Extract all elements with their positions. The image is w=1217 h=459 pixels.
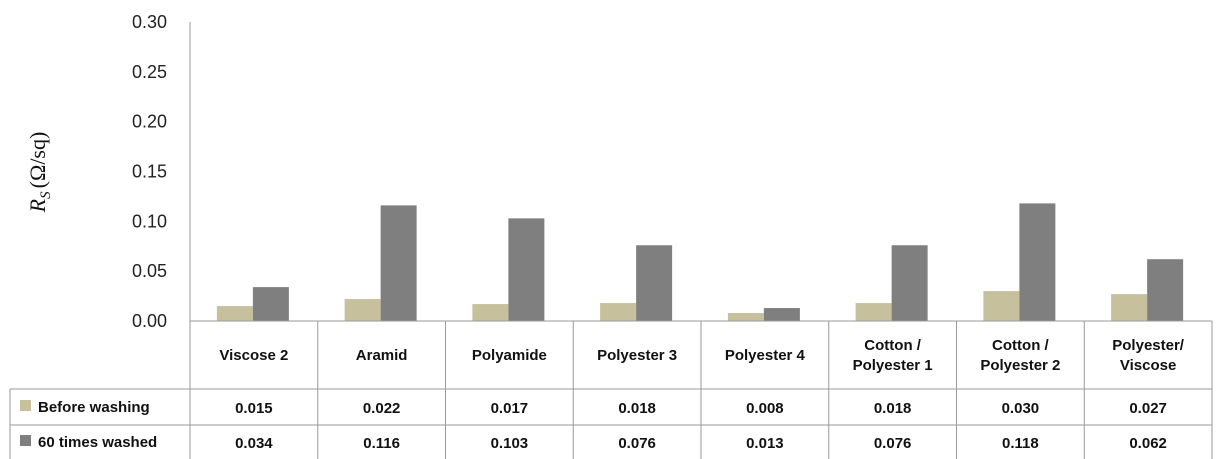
data-value-label: 0.013 (746, 435, 784, 452)
data-value-label: 0.022 (363, 400, 401, 417)
bar-before-washing (727, 313, 764, 321)
y-axis: 0.00 0.05 0.10 0.15 0.20 0.25 0.30 (132, 12, 191, 459)
category-label: Aramid (356, 347, 408, 364)
legend-swatch (20, 435, 31, 446)
category-label: Viscose 2 (219, 347, 288, 364)
bar-before-washing (344, 299, 381, 321)
category-label: Polyester/Viscose (1112, 337, 1185, 374)
category-label-line: Polyester 2 (980, 357, 1060, 374)
bar-sixty-times-washed (508, 218, 545, 321)
data-value-label: 0.034 (235, 435, 273, 452)
data-value-label: 0.017 (491, 400, 529, 417)
category-label-line: Cotton / (992, 337, 1049, 354)
y-axis-label: RS (Ω/sq) (25, 132, 54, 214)
y-axis-title-unit: (Ω/sq) (25, 132, 50, 189)
category-label: Polyester 3 (597, 347, 677, 364)
data-value-label: 0.018 (874, 400, 912, 417)
y-tick-label: 0.10 (132, 211, 167, 231)
data-value-label: 0.116 (363, 435, 400, 452)
category-label: Polyester 4 (725, 347, 806, 364)
category-label-line: Polyester/ (1112, 337, 1185, 354)
legend-swatch (20, 400, 31, 411)
category-label-line: Viscose (1120, 357, 1176, 374)
data-value-label: 0.076 (874, 435, 912, 452)
bar-before-washing (1111, 294, 1148, 321)
category-label: Polyamide (472, 347, 547, 364)
category-label: Cotton / Polyester 2 (980, 337, 1060, 374)
category-label: Cotton / Polyester 1 (853, 337, 933, 374)
data-value-label: 0.103 (491, 435, 529, 452)
bar-before-washing (472, 304, 509, 321)
data-value-label: 0.015 (235, 400, 273, 417)
data-value-label: 0.008 (746, 400, 784, 417)
data-table: Viscose 2 Aramid Polyamide Polyester 3 Polye… (9, 320, 1213, 459)
data-value-label: 0.027 (1129, 400, 1167, 417)
bar-before-washing (216, 306, 253, 321)
bar-before-washing (855, 303, 892, 321)
bar-before-washing (983, 291, 1020, 321)
legend-label: 60 times washed (38, 434, 157, 451)
data-value-label: 0.018 (618, 400, 656, 417)
legend-label: Before washing (38, 399, 150, 416)
y-axis-title-sub: S (38, 191, 54, 199)
bars (216, 203, 1184, 321)
y-tick-label: 0.25 (132, 62, 167, 82)
data-value-label: 0.076 (618, 435, 656, 452)
bar-sixty-times-washed (1147, 259, 1184, 321)
y-tick-label: 0.20 (132, 112, 167, 132)
y-tick-label: 0.05 (132, 261, 167, 281)
bar-sixty-times-washed (636, 245, 673, 321)
y-tick-label: 0.30 (132, 12, 167, 32)
y-axis-title-main: R (25, 198, 50, 213)
bar-sixty-times-washed (380, 205, 417, 321)
y-tick-label: 0.15 (132, 162, 167, 182)
category-label-line: Cotton / (864, 337, 921, 354)
bar-sixty-times-washed (891, 245, 928, 321)
bar-before-washing (600, 303, 637, 321)
data-value-label: 0.030 (1002, 400, 1040, 417)
data-value-label: 0.062 (1129, 435, 1167, 452)
bar-sixty-times-washed (252, 287, 289, 321)
bar-sixty-times-washed (1019, 203, 1056, 321)
y-tick-label: 0.00 (132, 311, 167, 331)
category-label-line: Polyester 1 (853, 357, 933, 374)
data-value-label: 0.118 (1002, 435, 1039, 452)
bar-sixty-times-washed (763, 308, 800, 321)
y-axis-title: RS (Ω/sq) (25, 132, 54, 214)
